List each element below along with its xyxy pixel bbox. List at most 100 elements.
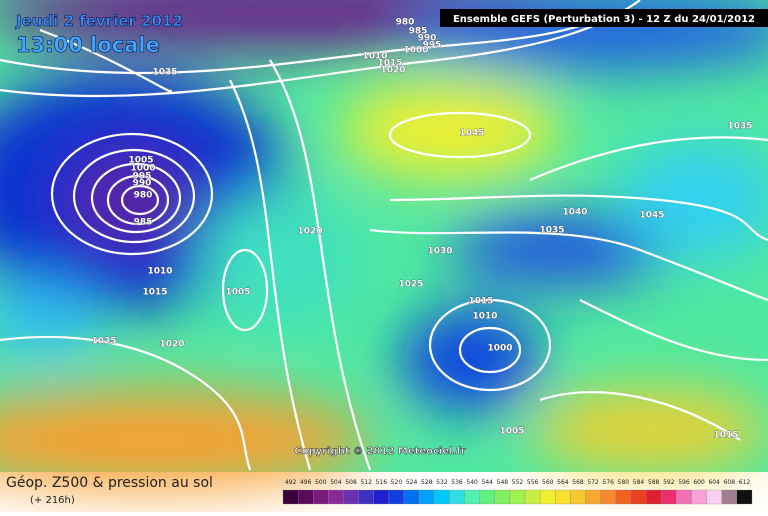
scale-swatch — [555, 489, 571, 505]
isobar-label: 1040 — [562, 208, 587, 218]
isobar-label: 1000 — [403, 46, 428, 56]
isobar-label: 1020 — [159, 340, 184, 350]
isobars — [0, 0, 768, 471]
scale-swatch — [403, 489, 420, 505]
scale-label: 576 — [603, 479, 615, 486]
footer-lead: (+ 216h) — [30, 495, 75, 506]
scale-swatch — [358, 489, 374, 505]
scale-label: 524 — [406, 479, 418, 486]
scale-swatch — [373, 489, 390, 505]
isobar-label: 1005 — [128, 156, 153, 166]
scale-swatch — [645, 489, 662, 505]
scale-label: 492 — [285, 479, 297, 486]
isobar-label: 1010 — [147, 267, 172, 277]
scale-label: 596 — [678, 479, 690, 486]
scale-swatch — [630, 489, 647, 505]
scale-label: 604 — [708, 479, 720, 486]
scale-swatch — [479, 489, 495, 505]
isobar-label: 1010 — [362, 52, 387, 62]
isobar-label: 995 — [423, 41, 442, 51]
scale-label: 528 — [421, 479, 433, 486]
isobar-label: 1030 — [427, 247, 452, 257]
scale-label: 600 — [693, 479, 705, 486]
isobar-label: 1015 — [377, 59, 402, 69]
isobar-label: 990 — [133, 179, 152, 189]
isobar-label: 1035 — [152, 68, 177, 78]
scale-label: 520 — [391, 479, 403, 486]
copyright: Copyright © 2012 Meteociel.fr — [294, 446, 465, 457]
scale-label: 564 — [557, 479, 569, 486]
scale-swatch — [570, 489, 586, 505]
time: 13:00 locale — [16, 33, 160, 57]
scale-swatch — [600, 489, 616, 505]
scale-swatch — [524, 489, 541, 505]
isobar-label: 1020 — [380, 66, 405, 76]
header-box — [440, 9, 768, 27]
isobar-label: 1045 — [459, 129, 484, 139]
scale-swatch — [297, 489, 314, 505]
scale-swatch — [328, 489, 344, 505]
scale-label: 536 — [451, 479, 463, 486]
isobar-label: 980 — [134, 191, 153, 201]
scale-label: 608 — [724, 479, 736, 486]
scale-swatch — [449, 489, 465, 505]
isobar-label: 1015 — [468, 297, 493, 307]
isobar-label: 1035 — [727, 122, 752, 132]
scale-swatch — [419, 489, 435, 505]
scale-label: 552 — [512, 479, 524, 486]
scale-label: 612 — [739, 479, 751, 486]
scale-label: 580 — [618, 479, 630, 486]
isobar-label: 1000 — [130, 164, 155, 174]
scale-label: 584 — [633, 479, 645, 486]
scale-swatch — [691, 489, 707, 505]
scale-label: 504 — [330, 479, 342, 486]
scale-swatch — [388, 489, 405, 505]
isobar-label: 1005 — [499, 427, 524, 437]
scale-label: 512 — [360, 479, 372, 486]
scale-label: 500 — [315, 479, 327, 486]
isobar-label: 980 — [396, 18, 415, 28]
scale-swatch — [494, 489, 511, 505]
scale-swatch — [721, 489, 738, 505]
scale-label: 548 — [497, 479, 509, 486]
scale-swatch — [464, 489, 480, 505]
scale-label: 532 — [436, 479, 448, 486]
isobar-label: 1000 — [487, 344, 512, 354]
scale-label: 568 — [572, 479, 584, 486]
scale-swatch — [313, 489, 329, 505]
isobar-label: 985 — [134, 218, 153, 228]
scale-swatch — [736, 489, 753, 505]
isobar-label: 1015 — [713, 431, 738, 441]
isobar-label: 1015 — [142, 288, 167, 298]
scale-label: 496 — [300, 479, 312, 486]
scale-swatch — [585, 489, 601, 505]
scale-label: 516 — [376, 479, 388, 486]
scale-swatch — [343, 489, 359, 505]
scale-swatch — [509, 489, 526, 505]
date: Jeudi 2 fevrier 2012 — [15, 12, 183, 30]
isobar-label: 985 — [409, 27, 428, 37]
scale-swatch — [540, 489, 556, 505]
scale-swatch — [676, 489, 692, 505]
isobar-label: 1005 — [225, 288, 250, 298]
model-title: Ensemble GEFS (Perturbation 3) - 12 Z du… — [453, 14, 755, 25]
isobar-label: 1025 — [91, 337, 116, 347]
isobar-label: 1025 — [398, 280, 423, 290]
scale-swatch — [282, 489, 299, 505]
scale-label: 540 — [466, 479, 478, 486]
scale-swatch — [706, 489, 722, 505]
isobar-label: 1010 — [472, 312, 497, 322]
scale-swatch — [615, 489, 632, 505]
map-field — [0, 0, 768, 490]
scale-swatch — [434, 489, 450, 505]
scale-label: 588 — [648, 479, 660, 486]
scale-label: 560 — [542, 479, 554, 486]
scale-label: 592 — [663, 479, 675, 486]
isobar-label: 1035 — [539, 226, 564, 236]
isobar-label: 1045 — [639, 211, 664, 221]
isobar-label: 995 — [133, 172, 152, 182]
isobar-label: 1020 — [297, 227, 322, 237]
isobar-label: 990 — [418, 34, 437, 44]
footer-title: Géop. Z500 & pression au sol — [6, 475, 213, 491]
